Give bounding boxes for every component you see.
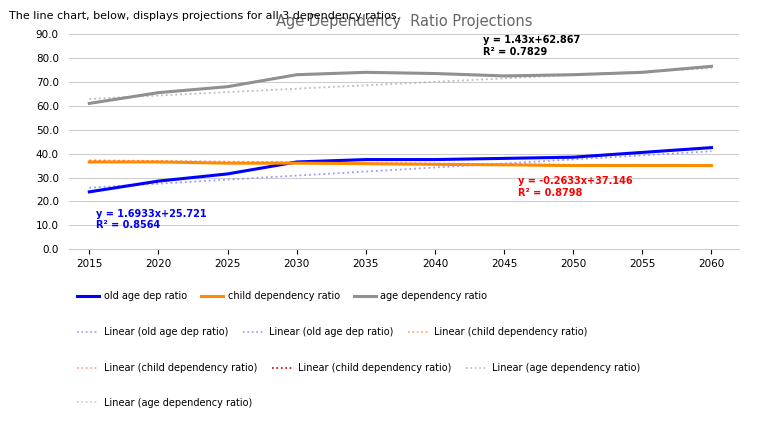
- Text: y = 1.6933x+25.721
R² = 0.8564: y = 1.6933x+25.721 R² = 0.8564: [96, 209, 207, 230]
- Text: y = 1.43x+62.867
R² = 0.7829: y = 1.43x+62.867 R² = 0.7829: [483, 35, 581, 57]
- Legend: Linear (child dependency ratio), Linear (child dependency ratio), Linear (age de: Linear (child dependency ratio), Linear …: [73, 360, 644, 377]
- Text: The line chart, below, displays projections for all 3 dependency ratios.: The line chart, below, displays projecti…: [9, 11, 400, 20]
- Title: Age Dependency  Ratio Projections: Age Dependency Ratio Projections: [276, 14, 532, 29]
- Legend: Linear (old age dep ratio), Linear (old age dep ratio), Linear (child dependency: Linear (old age dep ratio), Linear (old …: [73, 323, 591, 341]
- Legend: old age dep ratio, child dependency ratio, age dependency ratio: old age dep ratio, child dependency rati…: [73, 287, 491, 305]
- Legend: Linear (age dependency ratio): Linear (age dependency ratio): [73, 394, 256, 412]
- Text: y = -0.2633x+37.146
R² = 0.8798: y = -0.2633x+37.146 R² = 0.8798: [518, 176, 632, 198]
